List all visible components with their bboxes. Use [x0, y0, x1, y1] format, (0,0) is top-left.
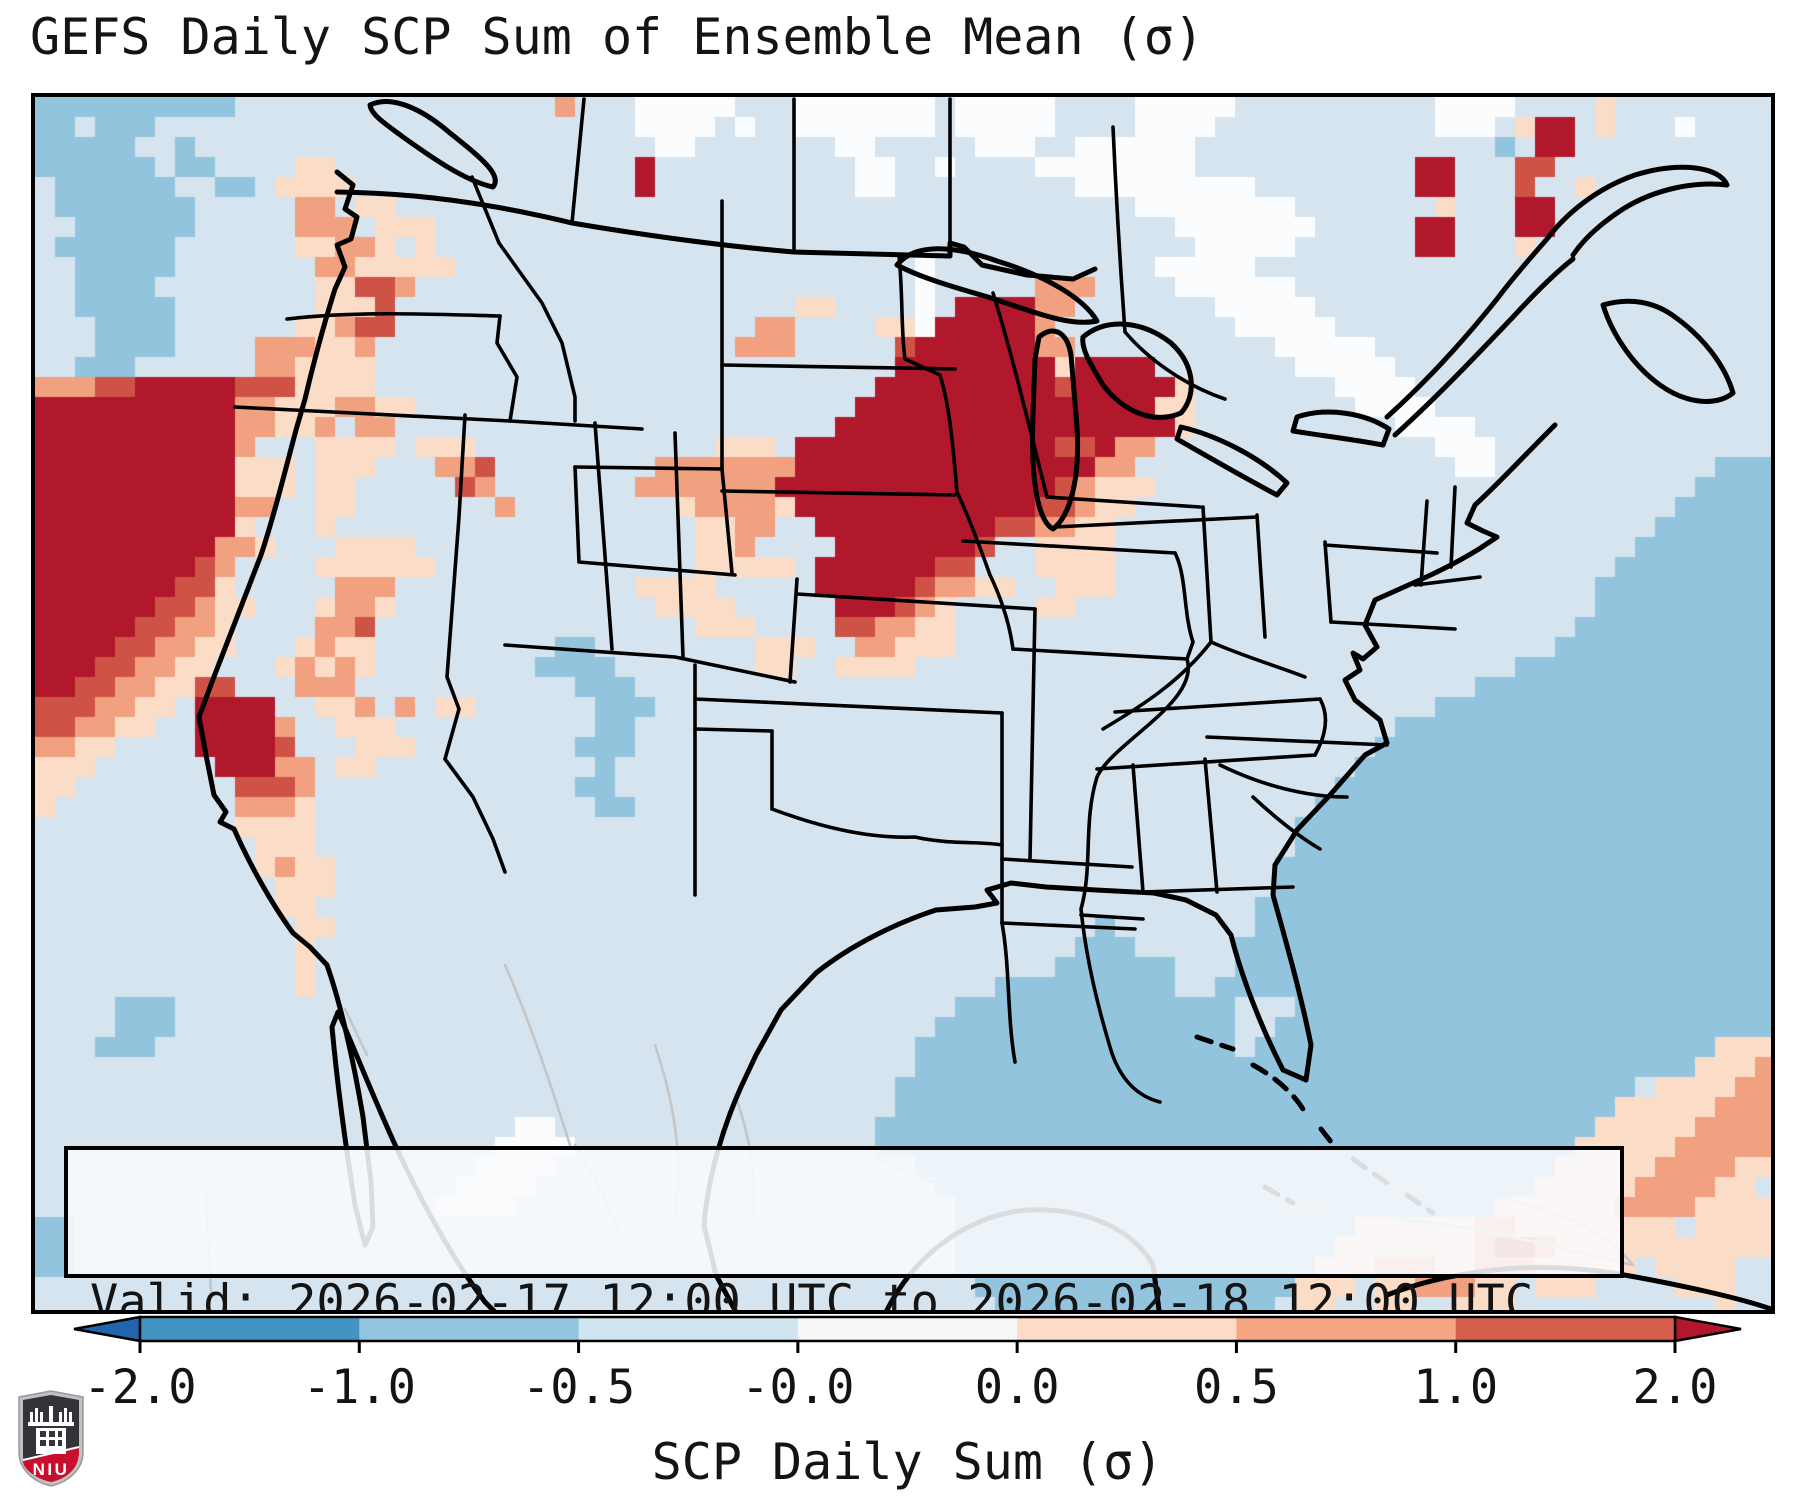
colorbar-axis-label: SCP Daily Sum (σ) — [651, 1433, 1164, 1491]
mississippi-upper — [1173, 551, 1195, 661]
colorbar-tick-label: -1.0 — [303, 1360, 416, 1415]
lake-erie — [1174, 424, 1290, 498]
colorbar-segment — [1455, 1317, 1676, 1341]
map-borders-svg — [196, 97, 1771, 1310]
lake-superior — [894, 246, 1100, 325]
coastlines — [196, 99, 1771, 1310]
info-box: Valid: 2026-02-17 12:00 UTC to 2026-02-1… — [64, 1146, 1624, 1310]
figure-title: GEFS Daily SCP Sum of Ensemble Mean (σ) — [30, 8, 1204, 66]
st-lawrence — [1392, 256, 1576, 438]
st-lawrence-north — [1384, 164, 1730, 420]
colorbar: -2.0 -1.0 -0.5 -0.0 0.0 0.5 1.0 2.0 — [73, 1315, 1742, 1415]
canada-border — [334, 189, 1098, 282]
colorbar-outline — [138, 1315, 1677, 1343]
colorbar-tick-label: 0.0 — [975, 1360, 1060, 1415]
mississippi-lower — [1079, 657, 1191, 1104]
colorbar-segment — [359, 1317, 580, 1341]
colorbar-tick-label: 2.0 — [1633, 1360, 1718, 1415]
colorbar-tick-label: -0.5 — [522, 1360, 635, 1415]
logo-windows — [40, 1431, 62, 1446]
colorbar-segment — [797, 1317, 1018, 1341]
red-river-tx-ok — [770, 807, 1004, 847]
colorbar-tick-label: -0.0 — [741, 1360, 854, 1415]
colorbar-segment — [1236, 1317, 1457, 1341]
lake-michigan — [1030, 328, 1081, 532]
colorbar-tick-label: 1.0 — [1413, 1360, 1498, 1415]
vancouver-island — [367, 99, 498, 190]
colorbar-tick-label: -2.0 — [83, 1360, 196, 1415]
ca-nv-border — [443, 413, 507, 874]
map-panel: Valid: 2026-02-17 12:00 UTC to 2026-02-1… — [31, 93, 1775, 1314]
ohio-river — [1101, 640, 1213, 731]
pacific-coast — [196, 169, 497, 1310]
lake-huron — [1080, 321, 1194, 420]
colorbar-segment — [578, 1317, 799, 1341]
niu-logo: NIU — [18, 1390, 84, 1487]
colorbar-over-arrow — [1673, 1315, 1742, 1343]
state-borders — [233, 97, 1482, 1104]
logo-text: NIU — [33, 1460, 70, 1479]
lake-ontario — [1290, 409, 1392, 448]
colorbar-under-arrow — [73, 1315, 142, 1343]
colorbar-segment — [1017, 1317, 1238, 1341]
valid-text: Valid: 2026-02-17 12:00 UTC to 2026-02-1… — [90, 1275, 1534, 1314]
colorbar-tick-label: 0.5 — [1194, 1360, 1279, 1415]
logo-red-band — [23, 1447, 79, 1482]
atlantic-gulf-coast — [701, 422, 1558, 1310]
red-river-border — [897, 253, 1015, 651]
colorbar-segment — [140, 1317, 360, 1341]
parallel-42 — [233, 405, 644, 431]
wa-or-border — [285, 311, 502, 321]
nova-scotia — [1600, 298, 1736, 404]
